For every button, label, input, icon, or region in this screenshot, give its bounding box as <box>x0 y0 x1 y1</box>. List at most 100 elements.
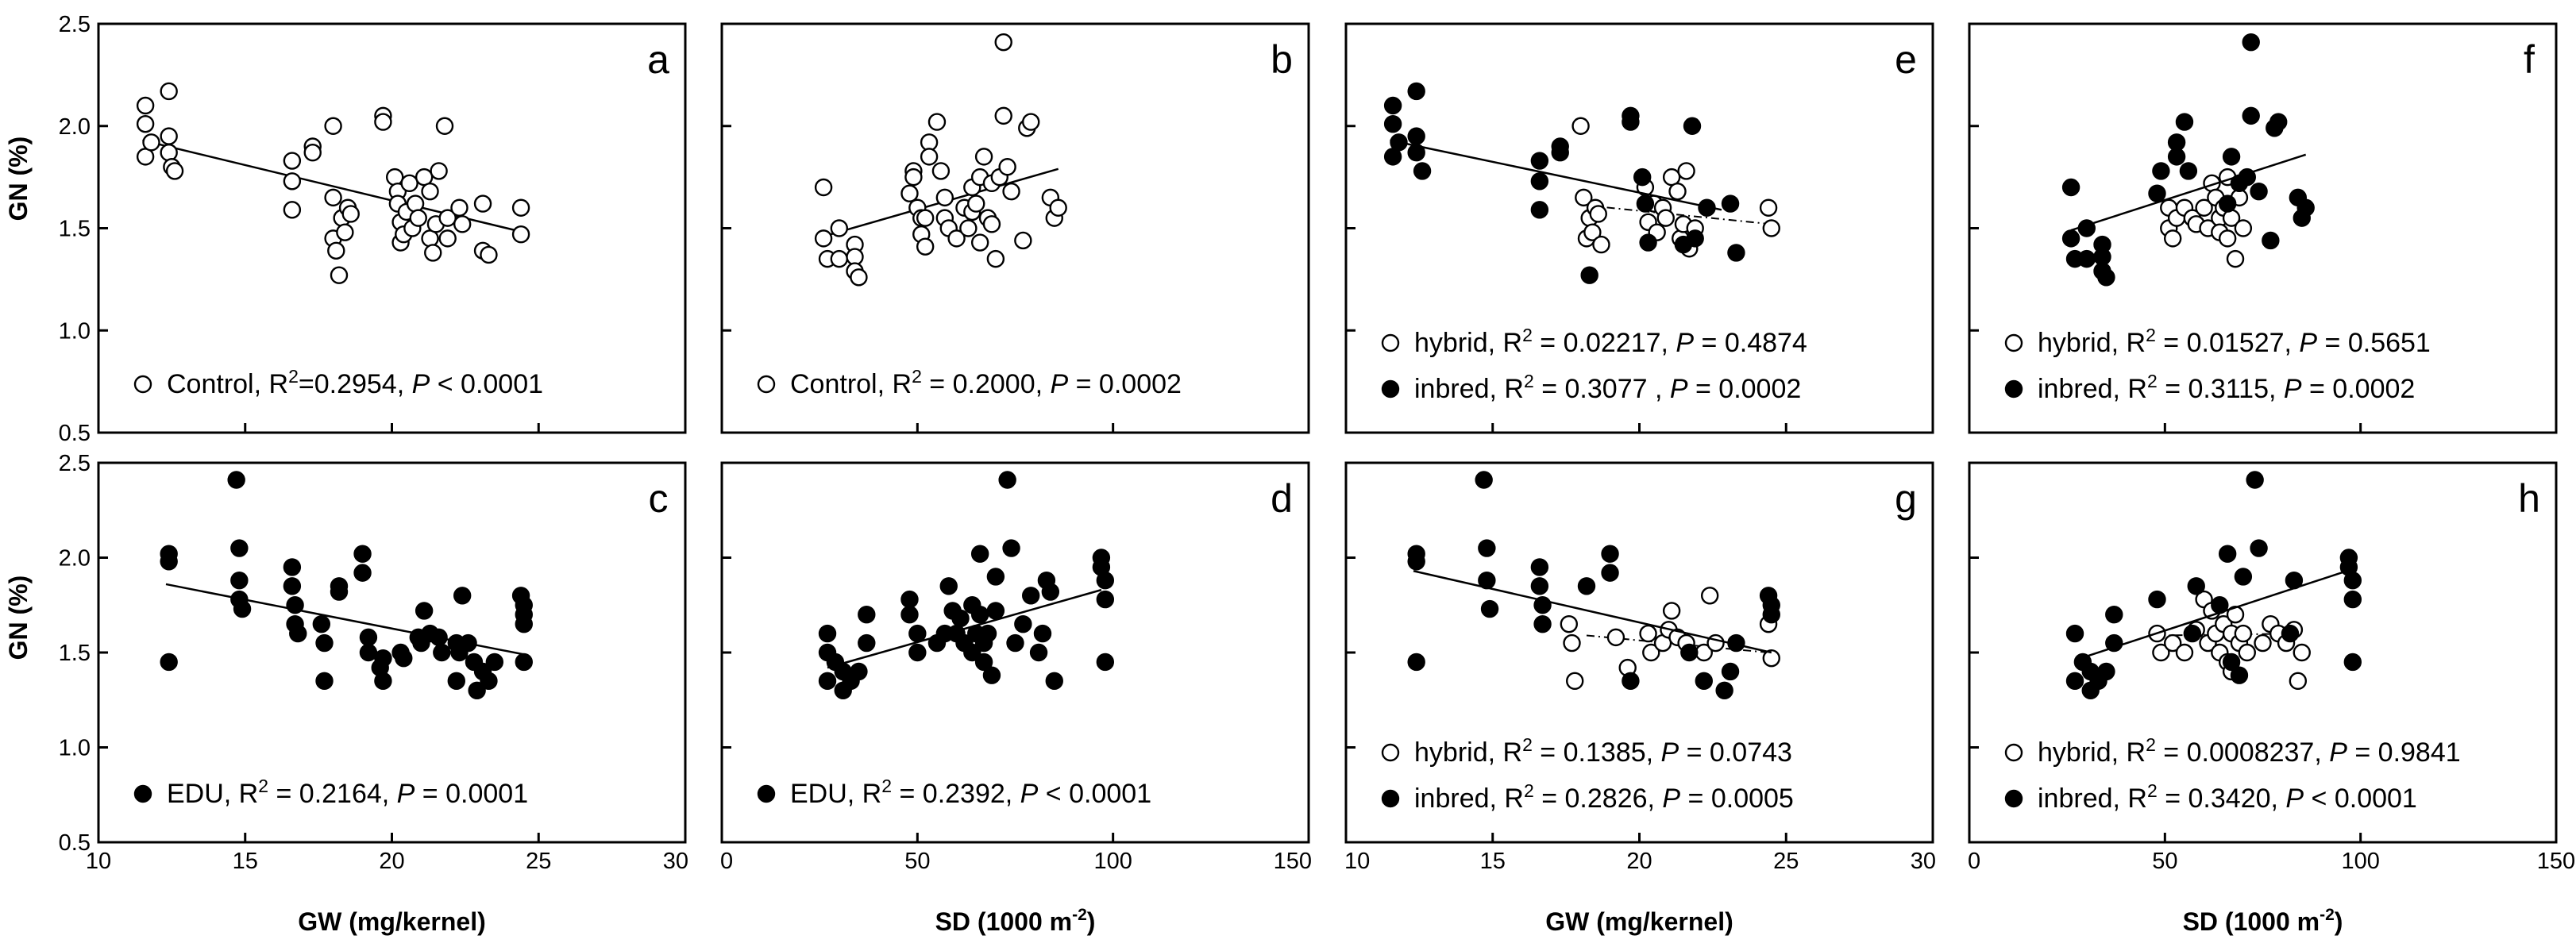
data-point-control <box>994 33 1012 52</box>
data-point-control <box>283 152 302 170</box>
data-point-control <box>814 178 833 197</box>
data-point-hybrid <box>1677 162 1695 180</box>
data-point-control <box>327 241 345 260</box>
legend-marker-hybrid <box>2004 333 2023 352</box>
data-point-edu <box>974 653 993 672</box>
data-point-edu <box>1041 583 1060 601</box>
data-point-inbred <box>1407 653 1425 672</box>
data-point-hybrid <box>1662 602 1681 620</box>
data-point-inbred <box>1407 127 1425 145</box>
legend-marker-hybrid <box>1381 743 1400 762</box>
data-point-inbred <box>1475 471 1493 489</box>
data-point-control <box>511 198 530 217</box>
data-point-control <box>916 209 935 227</box>
data-point-control <box>904 167 923 187</box>
legend-text-control: Control, R2=0.2954, P < 0.0001 <box>167 366 543 399</box>
data-point-inbred <box>2167 148 2186 166</box>
data-point-inbred <box>1727 633 1745 653</box>
plot-frame <box>1968 22 2558 434</box>
data-point-edu <box>459 633 477 653</box>
data-point-inbred <box>2234 568 2253 586</box>
data-point-inbred <box>1580 266 1598 284</box>
data-point-edu <box>286 596 304 614</box>
y-tick-label: 2.0 <box>59 114 91 140</box>
panel-g: 10 15 20 25 30 g hybrid, R2 = 0.1385, P = 0.07… <box>1344 461 1936 874</box>
data-point-inbred <box>2148 590 2166 609</box>
data-point-edu <box>1096 590 1115 609</box>
data-point-control <box>438 209 457 227</box>
data-point-inbred <box>2152 162 2170 180</box>
data-point-control <box>850 268 868 287</box>
data-point-inbred <box>1530 558 1549 576</box>
data-point-inbred <box>2343 653 2362 672</box>
data-point-hybrid <box>2218 229 2237 248</box>
data-point-inbred <box>2343 590 2362 609</box>
data-point-inbred <box>1601 545 1619 563</box>
legend-marker-edu <box>757 784 776 803</box>
data-point-control <box>994 106 1012 125</box>
data-point-edu <box>858 606 876 624</box>
data-point-edu <box>374 649 392 668</box>
legend-text-inbred: inbred, R2 = 0.3420, P < 0.0001 <box>2038 780 2417 814</box>
data-point-hybrid <box>1606 628 1625 647</box>
legend-text-inbred: inbred, R2 = 0.3077 , P = 0.0002 <box>1414 371 1801 404</box>
data-point-edu <box>908 624 927 643</box>
panel-e: e hybrid, R2 = 0.02217, P = 0.4874 inbred,… <box>1344 22 1934 434</box>
data-point-edu <box>353 564 372 582</box>
data-point-control <box>303 144 322 162</box>
data-point-hybrid <box>2293 643 2311 662</box>
data-point-control <box>136 96 155 115</box>
data-point-inbred <box>2061 229 2080 248</box>
data-point-edu <box>315 672 334 691</box>
x-axis-title: SD (1000 m-2) <box>2183 906 2343 936</box>
panel-c: 0.5 1.0 1.5 2.0 2.5 10 15 20 25 30 c EDU, R2 = 0.21… <box>59 451 688 874</box>
legend-text-edu: EDU, R2 = 0.2392, P < 0.0001 <box>790 776 1151 809</box>
data-point-control <box>421 182 439 201</box>
data-point-inbred <box>1530 201 1549 219</box>
data-point-hybrid <box>2289 672 2308 691</box>
data-point-hybrid <box>1563 633 1581 653</box>
panel-letter: h <box>2518 476 2540 521</box>
y-tick-label: 0.5 <box>59 421 91 446</box>
data-point-edu <box>468 681 486 699</box>
data-point-control <box>814 229 833 248</box>
x-axis-title: GW (mg/kernel) <box>298 907 485 936</box>
data-point-hybrid <box>2195 198 2213 217</box>
data-point-edu <box>515 653 533 672</box>
data-point-inbred <box>2281 624 2300 643</box>
data-point-edu <box>970 606 989 624</box>
data-point-control <box>970 233 989 252</box>
data-point-inbred <box>2250 182 2268 201</box>
data-point-inbred <box>1383 96 1402 115</box>
y-tick-label: 0.5 <box>59 830 91 856</box>
data-point-hybrid <box>1668 182 1687 201</box>
data-point-control <box>160 144 178 162</box>
data-point-inbred <box>1721 662 1740 681</box>
x-tick-label: 150 <box>2537 849 2575 874</box>
data-point-inbred <box>1413 162 1432 180</box>
data-point-edu <box>330 583 349 601</box>
data-point-inbred <box>2230 666 2249 684</box>
regression-line-inbred <box>1390 139 1722 211</box>
data-point-edu <box>283 577 302 595</box>
data-point-control <box>336 223 354 241</box>
data-point-control <box>967 194 985 213</box>
data-point-edu <box>1096 653 1115 672</box>
x-tick-label: 20 <box>379 849 404 874</box>
data-point-inbred <box>2148 184 2166 202</box>
data-point-inbred <box>1407 553 1425 571</box>
data-point-control <box>959 219 978 237</box>
data-point-control <box>283 172 302 191</box>
data-point-edu <box>415 602 434 620</box>
data-point-edu <box>986 602 1005 620</box>
data-point-edu <box>1029 643 1048 662</box>
data-point-control <box>473 194 492 213</box>
data-point-hybrid <box>1575 188 1593 207</box>
data-point-edu <box>230 571 249 590</box>
legend-marker-control <box>133 375 152 394</box>
data-point-control <box>986 249 1005 268</box>
data-point-inbred <box>1530 172 1549 191</box>
data-point-edu <box>818 624 837 643</box>
data-point-edu <box>818 672 837 691</box>
